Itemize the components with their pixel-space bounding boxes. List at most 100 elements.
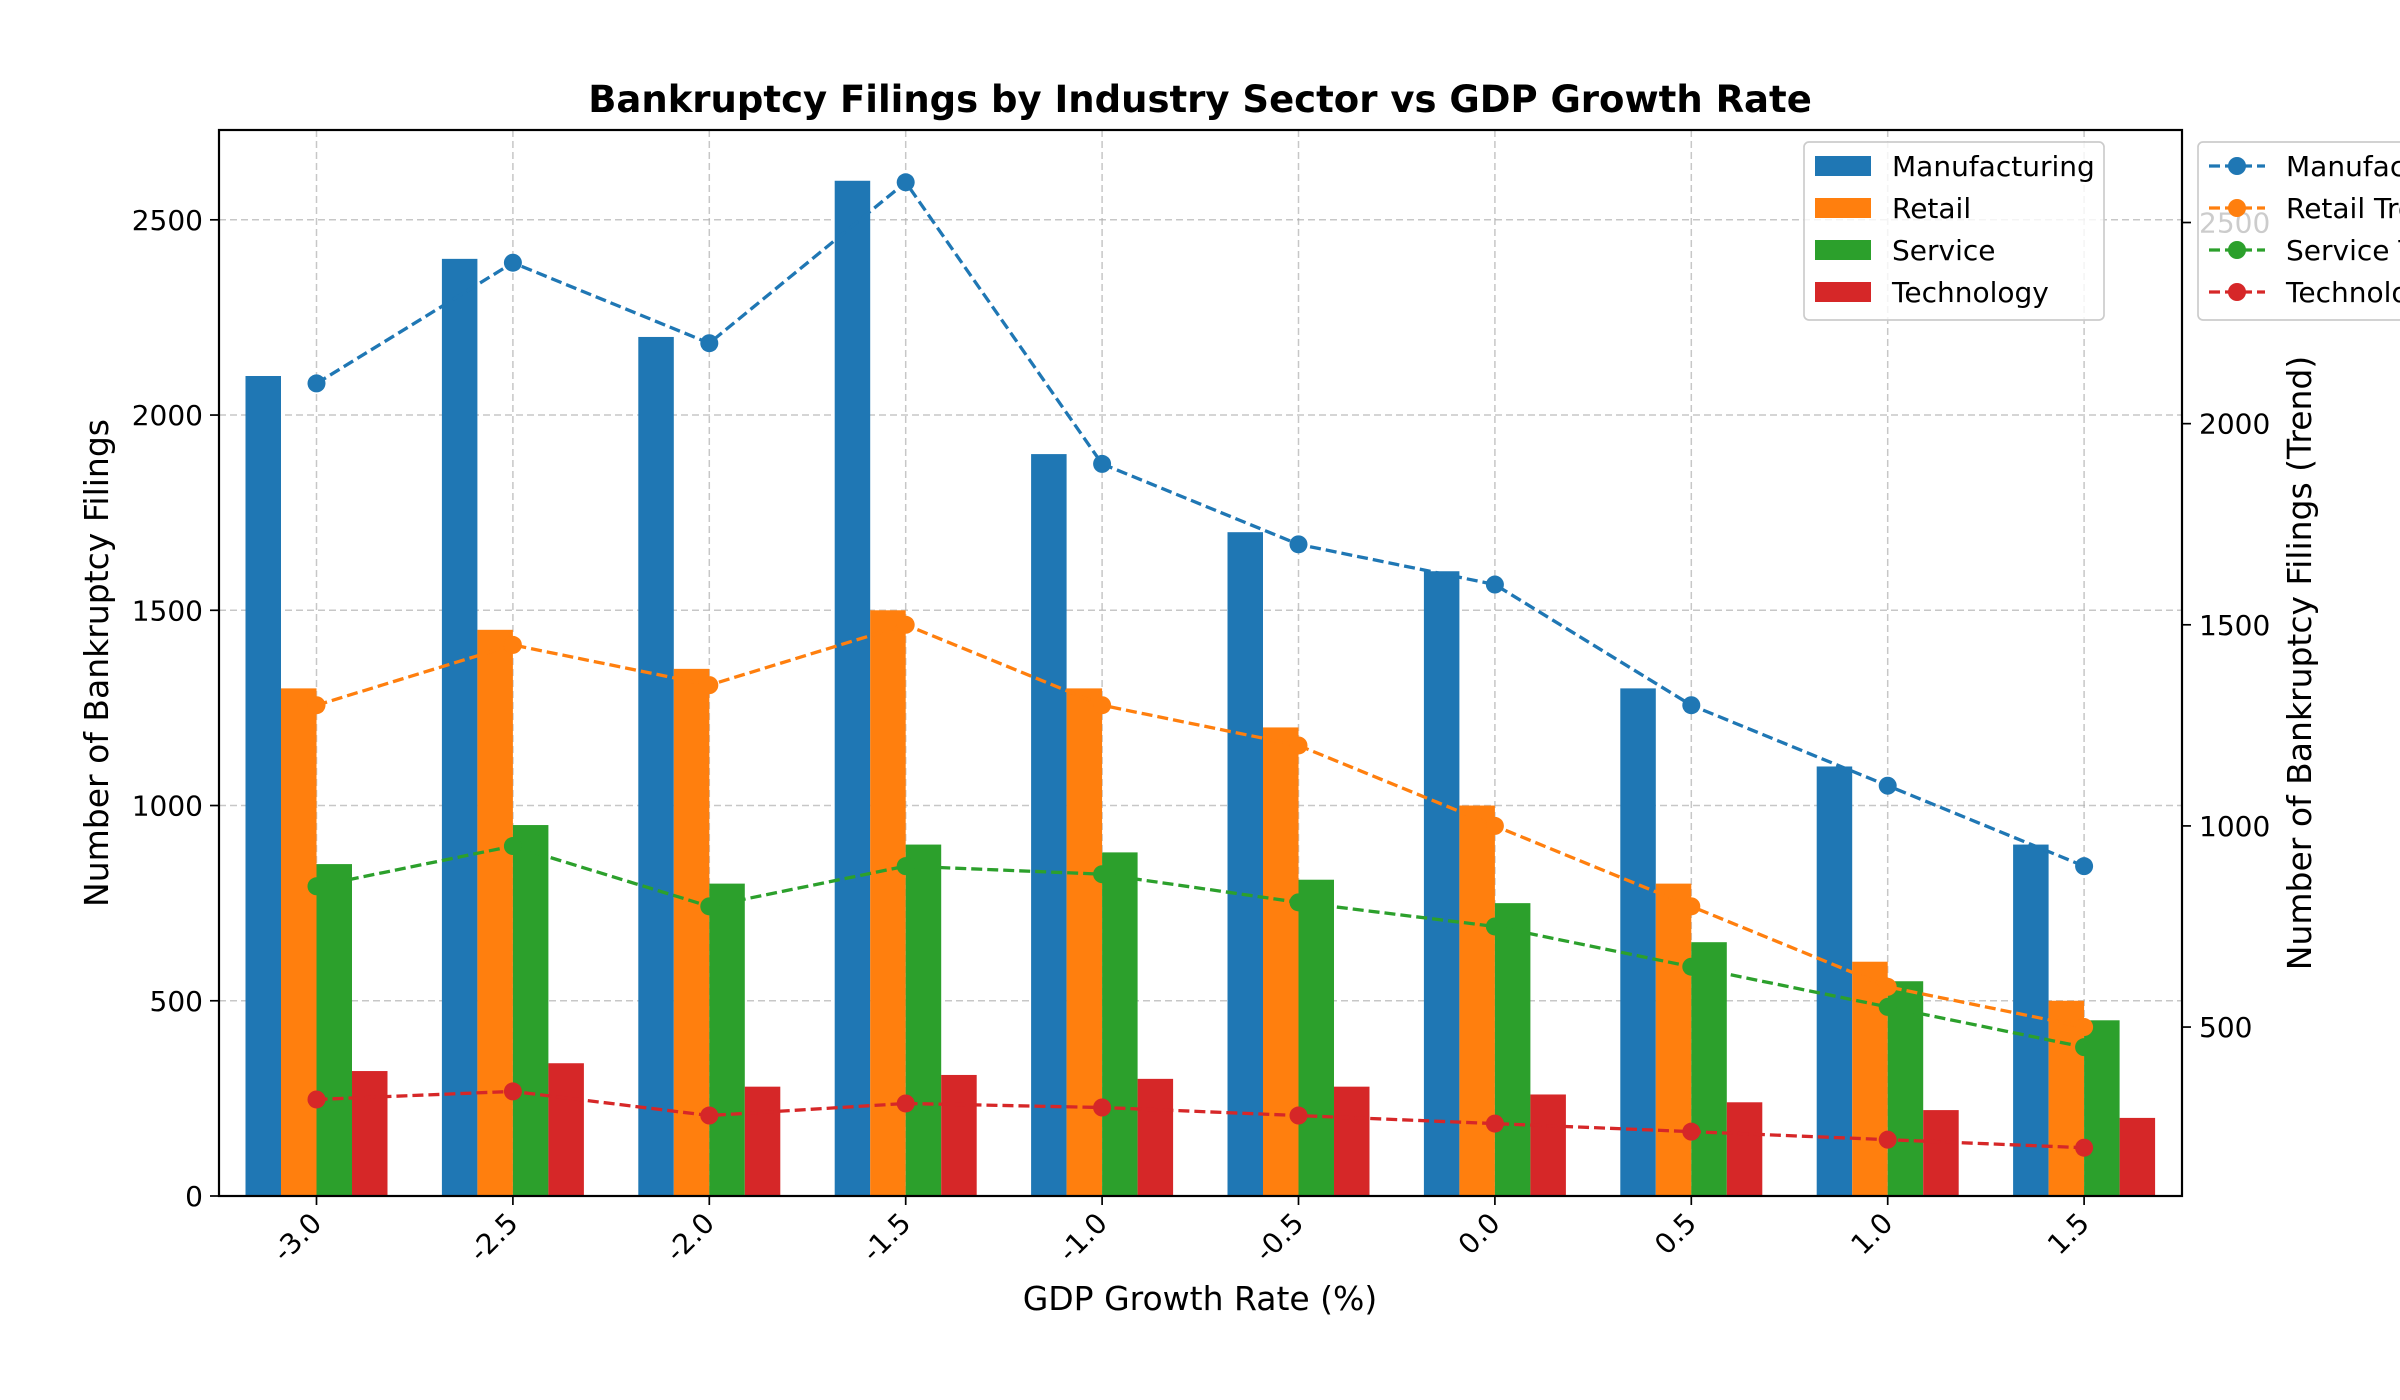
bar-technology (941, 1074, 977, 1196)
bar-technology (548, 1063, 584, 1196)
trend-point (1093, 454, 1112, 473)
trend-point (503, 253, 522, 272)
trend-point (700, 1106, 719, 1125)
trend-point (2075, 1018, 2094, 1037)
bar-service (1102, 852, 1138, 1196)
bar-retail (1852, 961, 1888, 1196)
bar-manufacturing (245, 376, 281, 1196)
trend-point (1289, 535, 1308, 554)
trend-point (1289, 1106, 1308, 1125)
trend-point (1682, 696, 1701, 715)
y-tick-label: 1000 (132, 790, 203, 823)
legend-bar-label: Retail (1892, 192, 1971, 225)
legend-line-marker (2228, 199, 2246, 217)
trend-point (307, 374, 326, 393)
y-tick-label: 2000 (132, 399, 203, 432)
legend-lines: Manufacturing Trend Retail Trend Service T… (2197, 141, 2400, 321)
y2-axis-label: Number of Bankruptcy Filings (Trend) (2280, 356, 2319, 970)
bar-service (709, 883, 745, 1196)
trend-point (503, 837, 522, 856)
trend-point (896, 857, 915, 876)
bar-technology (1923, 1110, 1959, 1196)
y2-tick-label: 2000 (2199, 408, 2270, 441)
legend-bars-frame (1803, 141, 2105, 321)
trend-point (1289, 736, 1308, 755)
bar-technology (1334, 1086, 1370, 1196)
bar-technology (2119, 1117, 2156, 1196)
trend-line (315, 179, 2085, 868)
trend-point (1485, 575, 1504, 594)
y2-tick-label: 500 (2199, 1011, 2252, 1044)
bar-manufacturing (1227, 532, 1263, 1196)
bar-technology (352, 1071, 388, 1196)
trend-point (1878, 776, 1897, 795)
legend-lines-frame (2197, 141, 2400, 321)
trend-point (1289, 893, 1308, 912)
bar-service (1494, 903, 1531, 1196)
bar-retail (281, 688, 317, 1196)
legend-bar-swatch (1815, 240, 1871, 260)
bar-service (1691, 942, 1727, 1196)
legend-bars: Manufacturing Retail Service Technology (1803, 141, 2105, 321)
y-tick-label: 500 (150, 985, 203, 1018)
bar-technology (1137, 1078, 1174, 1196)
y-tick-label: 1500 (132, 594, 203, 627)
trend-point (2075, 857, 2094, 876)
y2-tick-label: 1000 (2199, 810, 2270, 843)
legend-bar-label: Technology (1891, 276, 2049, 309)
bar-manufacturing (2013, 844, 2049, 1196)
y-tick-label: 2500 (132, 204, 203, 237)
bar-service (1887, 981, 1924, 1196)
bar-retail (1459, 805, 1495, 1196)
trend-point (1485, 816, 1504, 835)
legend-bar-swatch (1815, 198, 1871, 218)
bar-manufacturing (1816, 766, 1853, 1196)
trend-point (1682, 957, 1701, 976)
y-axis-label: Number of Bankruptcy Filings (77, 419, 116, 907)
bar-retail (477, 629, 513, 1196)
y-tick-label: 0 (185, 1180, 203, 1213)
legend-bar-label: Manufacturing (1892, 150, 2095, 183)
legend-line-marker (2228, 283, 2246, 301)
trend-point (1093, 1098, 1112, 1117)
legend-line-label: Service Trend (2286, 234, 2400, 267)
legend-bar-swatch (1815, 282, 1871, 302)
trend-point (1878, 1130, 1897, 1149)
legend-line-label: Technology Trend (2285, 276, 2400, 309)
bar-service (1298, 879, 1334, 1196)
trend-point (1485, 917, 1504, 936)
trend-point (2075, 1138, 2094, 1157)
bar-technology (1530, 1094, 1566, 1196)
bar-service (512, 825, 549, 1196)
trend-point (1485, 1114, 1504, 1133)
bars (245, 180, 2156, 1197)
legend-bar-swatch (1815, 156, 1871, 176)
bar-service (905, 844, 942, 1196)
chart-title: Bankruptcy Filings by Industry Sector vs… (588, 78, 1812, 121)
trend-point (2075, 1038, 2094, 1057)
trend-point (503, 635, 522, 654)
legend-bar-label: Service (1892, 234, 1995, 267)
trend-point (896, 615, 915, 634)
legend-line-label: Retail Trend (2286, 192, 2400, 225)
legend-line-label: Manufacturing Trend (2286, 150, 2400, 183)
trend-line (316, 844, 2085, 1049)
legend-line-marker (2228, 157, 2246, 175)
trend-point (307, 877, 326, 896)
bar-retail (1655, 883, 1692, 1196)
trend-point (700, 676, 719, 695)
trend-point (700, 334, 719, 353)
bar-service (316, 864, 352, 1196)
trend-point (700, 897, 719, 916)
bar-manufacturing (1031, 454, 1067, 1197)
bar-technology (1726, 1102, 1763, 1196)
bar-manufacturing (638, 336, 674, 1196)
trend-point (1093, 865, 1112, 884)
plot-frame (217, 128, 2184, 1198)
trend-lines (307, 173, 2094, 1157)
bar-manufacturing (834, 180, 871, 1196)
trend-line (316, 1089, 2085, 1150)
trend-point (503, 1082, 522, 1101)
y2-tick-label: 1500 (2199, 609, 2270, 642)
